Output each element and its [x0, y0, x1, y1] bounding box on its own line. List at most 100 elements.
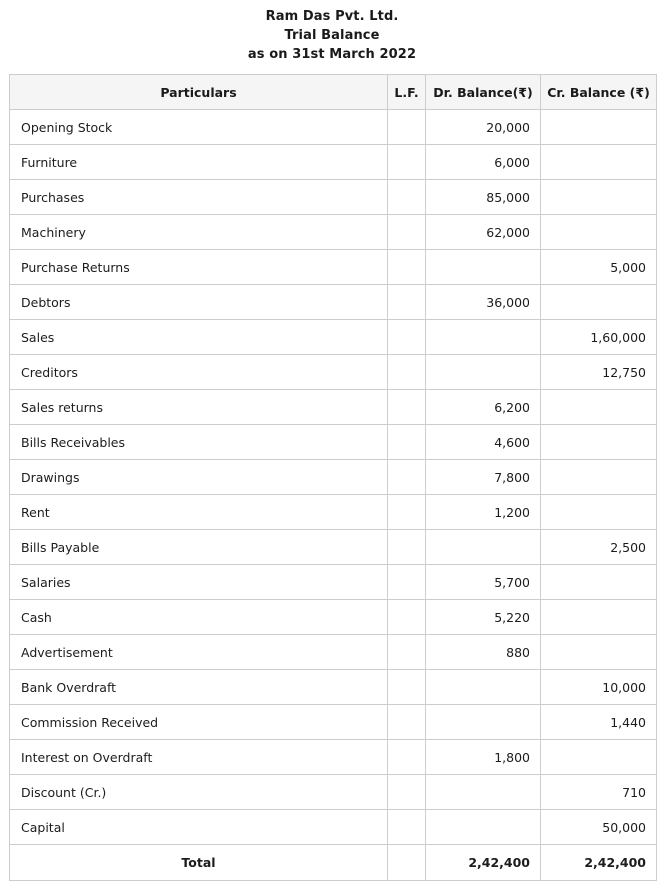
total-cr-balance: 2,42,400: [540, 844, 657, 881]
table-row: Purchase Returns 5,000: [9, 249, 657, 285]
cell-dr-balance: [425, 669, 541, 705]
cell-particulars: Rent: [9, 494, 388, 530]
cell-particulars: Machinery: [9, 214, 388, 250]
cell-dr-balance: [425, 249, 541, 285]
cell-lf: [387, 249, 426, 285]
cell-lf: [387, 669, 426, 705]
cell-lf: [387, 214, 426, 250]
document-title-block: Ram Das Pvt. Ltd. Trial Balance as on 31…: [0, 0, 664, 64]
cell-lf: [387, 809, 426, 845]
cell-dr-balance: 62,000: [425, 214, 541, 250]
table-body: Opening Stock 20,000 Furniture 6,000 Purchas…: [9, 109, 657, 845]
cell-cr-balance: [540, 739, 657, 775]
table-row: Rent 1,200: [9, 494, 657, 530]
cell-particulars: Purchases: [9, 179, 388, 215]
column-header-particulars: Particulars: [9, 74, 388, 110]
cell-particulars: Debtors: [9, 284, 388, 320]
cell-cr-balance: [540, 459, 657, 495]
cell-cr-balance: [540, 634, 657, 670]
cell-lf: [387, 739, 426, 775]
cell-lf: [387, 774, 426, 810]
table-row: Advertisement 880: [9, 634, 657, 670]
column-header-dr-balance: Dr. Balance(₹): [425, 74, 541, 110]
table-total-row: Total 2,42,400 2,42,400: [9, 844, 657, 881]
cell-particulars: Capital: [9, 809, 388, 845]
cell-particulars: Bills Receivables: [9, 424, 388, 460]
cell-lf: [387, 634, 426, 670]
cell-lf: [387, 424, 426, 460]
cell-dr-balance: [425, 704, 541, 740]
cell-dr-balance: 6,000: [425, 144, 541, 180]
table-row: Salaries 5,700: [9, 564, 657, 600]
cell-particulars: Drawings: [9, 459, 388, 495]
cell-cr-balance: [540, 389, 657, 425]
table-row: Creditors 12,750: [9, 354, 657, 390]
column-header-lf: L.F.: [387, 74, 426, 110]
cell-dr-balance: 7,800: [425, 459, 541, 495]
trial-balance-table: Particulars L.F. Dr. Balance(₹) Cr. Bala…: [9, 74, 657, 881]
cell-particulars: Salaries: [9, 564, 388, 600]
table-header: Particulars L.F. Dr. Balance(₹) Cr. Bala…: [9, 74, 657, 110]
total-label: Total: [9, 844, 388, 881]
cell-cr-balance: 10,000: [540, 669, 657, 705]
cell-dr-balance: 5,220: [425, 599, 541, 635]
cell-lf: [387, 144, 426, 180]
cell-dr-balance: [425, 319, 541, 355]
cell-cr-balance: [540, 214, 657, 250]
cell-particulars: Discount (Cr.): [9, 774, 388, 810]
table-row: Interest on Overdraft 1,800: [9, 739, 657, 775]
cell-cr-balance: 710: [540, 774, 657, 810]
cell-cr-balance: 12,750: [540, 354, 657, 390]
cell-lf: [387, 564, 426, 600]
table-row: Furniture 6,000: [9, 144, 657, 180]
cell-lf: [387, 529, 426, 565]
table-footer: Total 2,42,400 2,42,400: [9, 844, 657, 881]
cell-cr-balance: [540, 179, 657, 215]
cell-cr-balance: 5,000: [540, 249, 657, 285]
table-row: Discount (Cr.) 710: [9, 774, 657, 810]
cell-cr-balance: 50,000: [540, 809, 657, 845]
cell-lf: [387, 109, 426, 145]
cell-lf: [387, 179, 426, 215]
cell-dr-balance: [425, 354, 541, 390]
table-row: Sales returns 6,200: [9, 389, 657, 425]
cell-cr-balance: [540, 599, 657, 635]
cell-dr-balance: 85,000: [425, 179, 541, 215]
cell-dr-balance: [425, 774, 541, 810]
table-row: Capital 50,000: [9, 809, 657, 845]
table-row: Bills Receivables 4,600: [9, 424, 657, 460]
table-row: Commission Received 1,440: [9, 704, 657, 740]
cell-lf: [387, 494, 426, 530]
table-row: Drawings 7,800: [9, 459, 657, 495]
table-row: Bills Payable 2,500: [9, 529, 657, 565]
table-row: Machinery 62,000: [9, 214, 657, 250]
cell-dr-balance: 4,600: [425, 424, 541, 460]
cell-particulars: Commission Received: [9, 704, 388, 740]
cell-cr-balance: [540, 564, 657, 600]
cell-lf: [387, 389, 426, 425]
cell-particulars: Cash: [9, 599, 388, 635]
cell-lf: [387, 284, 426, 320]
cell-particulars: Sales returns: [9, 389, 388, 425]
cell-lf: [387, 354, 426, 390]
cell-lf: [387, 704, 426, 740]
table-row: Cash 5,220: [9, 599, 657, 635]
cell-particulars: Interest on Overdraft: [9, 739, 388, 775]
table-row: Bank Overdraft 10,000: [9, 669, 657, 705]
cell-dr-balance: 1,800: [425, 739, 541, 775]
cell-dr-balance: 6,200: [425, 389, 541, 425]
cell-particulars: Bank Overdraft: [9, 669, 388, 705]
cell-cr-balance: 1,60,000: [540, 319, 657, 355]
total-lf: [387, 844, 426, 881]
cell-dr-balance: 5,700: [425, 564, 541, 600]
cell-cr-balance: [540, 494, 657, 530]
table-header-row: Particulars L.F. Dr. Balance(₹) Cr. Bala…: [9, 74, 657, 110]
cell-lf: [387, 319, 426, 355]
trial-balance-table-container: Particulars L.F. Dr. Balance(₹) Cr. Bala…: [9, 74, 657, 881]
cell-lf: [387, 459, 426, 495]
column-header-cr-balance: Cr. Balance (₹): [540, 74, 657, 110]
cell-particulars: Furniture: [9, 144, 388, 180]
company-name: Ram Das Pvt. Ltd.: [265, 9, 399, 24]
cell-particulars: Opening Stock: [9, 109, 388, 145]
cell-dr-balance: 1,200: [425, 494, 541, 530]
